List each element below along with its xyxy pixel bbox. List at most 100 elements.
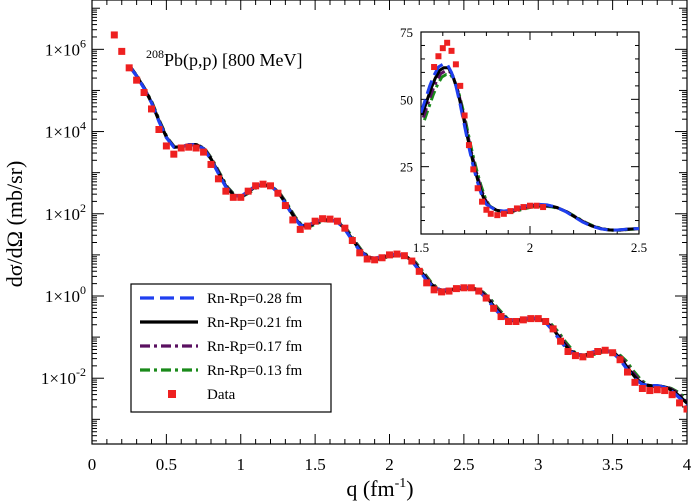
x-tick-label: 0.5 — [156, 455, 177, 474]
y-tick-labels: 1×106 1×104 1×102 1×100 1×10-2 — [41, 36, 86, 388]
inset-x-tick-label: 1.5 — [413, 240, 429, 255]
data-point — [304, 222, 312, 230]
data-point — [400, 252, 408, 260]
data-point — [430, 286, 438, 294]
data-point — [564, 348, 572, 355]
inset-x-tick-label: 2.5 — [631, 240, 647, 255]
data-point — [452, 285, 460, 293]
data-point — [281, 202, 289, 210]
legend-label-data: Data — [207, 387, 236, 403]
data-point — [542, 317, 550, 325]
inset-tick-labels: 1.5 2 2.5 25 50 75 — [400, 25, 647, 255]
data-point — [222, 187, 230, 195]
y-tick-label: 1×106 — [45, 36, 86, 59]
data-point — [668, 391, 676, 399]
x-tick-label: 3.5 — [602, 455, 623, 474]
data-point — [438, 288, 446, 296]
data-point — [252, 182, 260, 190]
inset-data-point — [494, 212, 501, 219]
data-point — [363, 255, 371, 263]
data-point — [609, 349, 617, 357]
data-point — [445, 287, 453, 295]
data-point — [601, 346, 609, 354]
data-point — [490, 304, 498, 312]
legend — [130, 283, 332, 413]
inset-data-point — [513, 205, 520, 212]
data-point — [378, 254, 386, 262]
data-point — [415, 267, 423, 275]
data-point — [475, 287, 483, 295]
data-point — [638, 385, 646, 392]
data-point — [229, 193, 237, 201]
inset-y-tick-label: 25 — [400, 160, 413, 175]
data-point — [311, 217, 319, 225]
data-point — [140, 89, 148, 96]
y-axis-label: dσ/dΩ (mb/sr) — [2, 161, 27, 288]
data-point — [571, 352, 579, 360]
data-point — [244, 187, 252, 195]
y-tick-label: 1×104 — [45, 119, 86, 142]
data-point — [289, 216, 297, 224]
inset-data-point — [448, 47, 455, 54]
main-axis-ticks — [91, 0, 688, 444]
data-point — [237, 193, 245, 201]
data-point — [512, 317, 520, 325]
x-tick-label: 2.5 — [453, 455, 474, 474]
data-point — [624, 368, 631, 376]
inset-data-point — [439, 45, 446, 52]
data-point — [423, 279, 431, 287]
inset-x-tick-label: 2 — [527, 240, 534, 255]
inset-data-markers — [431, 39, 547, 219]
data-point — [408, 257, 416, 265]
inset-y-tick-label: 50 — [400, 92, 413, 107]
inset-data-point — [470, 166, 477, 173]
x-tick-label: 1.5 — [305, 455, 326, 474]
inset-data-point — [431, 64, 438, 71]
inset-data-point — [520, 204, 527, 211]
legend-items: Rn-Rp=0.28 fm Rn-Rp=0.21 fm Rn-Rp=0.17 fm R… — [140, 291, 302, 403]
inset-series-line-rn-rp-0-28-fm — [421, 62, 639, 232]
data-point — [192, 144, 200, 152]
data-point — [467, 284, 475, 292]
data-point — [319, 215, 327, 223]
y-tick-label: 1×100 — [45, 283, 86, 306]
x-tick-label: 0 — [88, 455, 97, 474]
data-point — [371, 256, 379, 264]
legend-label-rn-rp-0-13-fm: Rn-Rp=0.13 fm — [207, 363, 302, 379]
data-point — [631, 378, 639, 386]
inset-data-point — [435, 53, 442, 60]
inset-data-point — [483, 206, 490, 213]
inset-data-point — [452, 61, 459, 68]
data-point — [259, 180, 267, 188]
data-point — [110, 31, 118, 39]
data-point — [683, 405, 687, 413]
data-point — [557, 337, 565, 345]
data-point — [676, 399, 684, 407]
legend-label-rn-rp-0-21-fm: Rn-Rp=0.21 fm — [207, 315, 302, 331]
x-tick-label: 4 — [683, 455, 692, 474]
data-point — [214, 175, 222, 183]
data-point — [482, 294, 490, 302]
data-point — [616, 356, 624, 364]
data-point — [386, 251, 393, 259]
x-tick-label: 1 — [237, 455, 246, 474]
x-axis-label: q (fm-1) — [346, 476, 413, 501]
inset-data-point — [479, 198, 486, 205]
data-point — [348, 237, 356, 244]
series-line-rn-rp-0-28-fm — [127, 64, 687, 407]
data-point — [579, 353, 587, 361]
data-point — [534, 315, 542, 323]
inset-data-point — [500, 210, 507, 217]
x-tick-label: 3 — [534, 455, 543, 474]
data-point — [333, 217, 341, 225]
data-point — [162, 142, 170, 150]
data-point — [296, 225, 304, 233]
data-point — [274, 189, 282, 197]
data-point — [527, 315, 535, 323]
legend-label-rn-rp-0-28-fm: Rn-Rp=0.28 fm — [207, 291, 302, 307]
inset-data-point — [527, 202, 533, 209]
data-point — [170, 150, 178, 158]
data-point — [207, 160, 215, 168]
data-point — [326, 215, 334, 223]
